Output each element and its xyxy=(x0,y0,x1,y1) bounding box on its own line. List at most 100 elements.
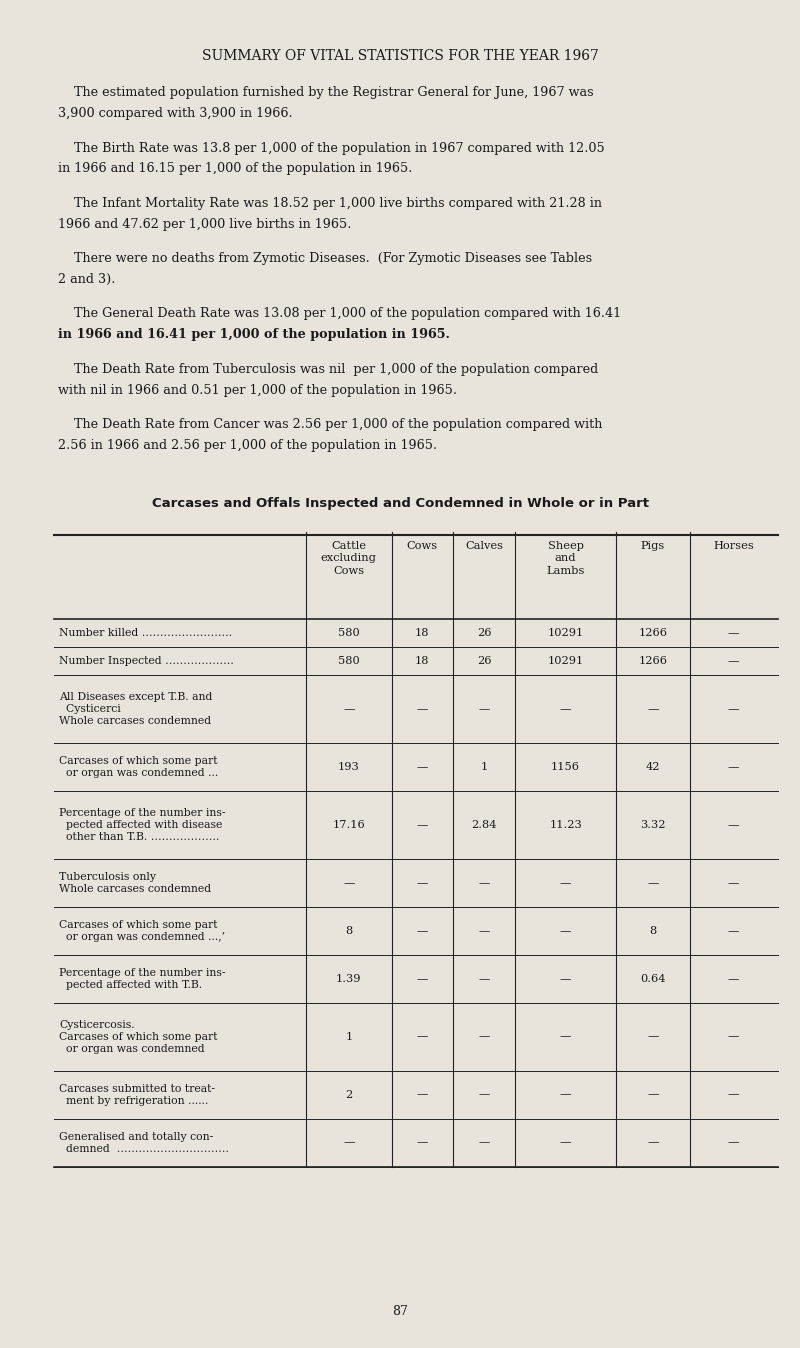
Text: 2: 2 xyxy=(345,1089,353,1100)
Text: 580: 580 xyxy=(338,628,360,638)
Text: —: — xyxy=(728,655,739,666)
Text: 10291: 10291 xyxy=(547,628,584,638)
Text: The estimated population furnished by the Registrar General for June, 1967 was: The estimated population furnished by th… xyxy=(58,86,594,100)
Text: Pigs: Pigs xyxy=(641,541,665,550)
Text: Tuberculosis only
Whole carcases condemned: Tuberculosis only Whole carcases condemn… xyxy=(59,872,211,894)
Text: —: — xyxy=(560,704,571,714)
Text: —: — xyxy=(728,1089,739,1100)
Text: 580: 580 xyxy=(338,655,360,666)
Text: —: — xyxy=(478,704,490,714)
Text: Cows: Cows xyxy=(407,541,438,550)
Text: Horses: Horses xyxy=(714,541,754,550)
Text: 2 and 3).: 2 and 3). xyxy=(58,272,115,286)
Text: —: — xyxy=(728,762,739,772)
Text: SUMMARY OF VITAL STATISTICS FOR THE YEAR 1967: SUMMARY OF VITAL STATISTICS FOR THE YEAR… xyxy=(202,49,598,62)
Text: —: — xyxy=(417,973,428,984)
Text: Generalised and totally con-
  demned  ………………………….: Generalised and totally con- demned …………… xyxy=(59,1131,229,1154)
Text: Calves: Calves xyxy=(465,541,503,550)
Text: —: — xyxy=(647,1089,658,1100)
Text: 18: 18 xyxy=(415,655,430,666)
Text: —: — xyxy=(560,926,571,936)
Text: 8: 8 xyxy=(345,926,353,936)
Text: —: — xyxy=(478,973,490,984)
Text: —: — xyxy=(417,1089,428,1100)
Text: The Infant Mortality Rate was 18.52 per 1,000 live births compared with 21.28 in: The Infant Mortality Rate was 18.52 per … xyxy=(58,197,602,210)
Text: —: — xyxy=(560,1089,571,1100)
Text: Percentage of the number ins-
  pected affected with T.B.: Percentage of the number ins- pected aff… xyxy=(59,968,226,989)
Text: 42: 42 xyxy=(646,762,660,772)
Text: —: — xyxy=(417,762,428,772)
Text: —: — xyxy=(728,628,739,638)
Text: —: — xyxy=(417,820,428,830)
Text: Number Inspected ……………….: Number Inspected ………………. xyxy=(59,655,234,666)
Text: —: — xyxy=(647,1138,658,1147)
Text: Percentage of the number ins-
  pected affected with disease
  other than T.B. …: Percentage of the number ins- pected aff… xyxy=(59,807,226,841)
Text: —: — xyxy=(417,1031,428,1042)
Text: 193: 193 xyxy=(338,762,360,772)
Text: —: — xyxy=(343,1138,354,1147)
Text: —: — xyxy=(728,878,739,888)
Text: 2.84: 2.84 xyxy=(471,820,497,830)
Text: —: — xyxy=(417,1138,428,1147)
Text: —: — xyxy=(728,973,739,984)
Text: —: — xyxy=(343,704,354,714)
Text: —: — xyxy=(417,704,428,714)
Text: —: — xyxy=(560,1031,571,1042)
Text: —: — xyxy=(478,1031,490,1042)
Text: 1: 1 xyxy=(480,762,488,772)
Text: with nil in 1966 and 0.51 per 1,000 of the population in 1965.: with nil in 1966 and 0.51 per 1,000 of t… xyxy=(58,383,457,396)
Text: —: — xyxy=(728,820,739,830)
Text: 1156: 1156 xyxy=(551,762,580,772)
Text: All Diseases except T.B. and
  Cysticerci
Whole carcases condemned: All Diseases except T.B. and Cysticerci … xyxy=(59,692,213,725)
Text: —: — xyxy=(478,926,490,936)
Text: 0.64: 0.64 xyxy=(640,973,666,984)
Text: —: — xyxy=(478,1089,490,1100)
Text: —: — xyxy=(728,1031,739,1042)
Text: Cysticercosis.
Carcases of which some part
  or organ was condemned: Cysticercosis. Carcases of which some pa… xyxy=(59,1019,218,1054)
Text: —: — xyxy=(478,878,490,888)
Text: The Death Rate from Tuberculosis was nil  per 1,000 of the population compared: The Death Rate from Tuberculosis was nil… xyxy=(58,363,598,376)
Text: 17.16: 17.16 xyxy=(333,820,365,830)
Text: Carcases of which some part
  or organ was condemned ...: Carcases of which some part or organ was… xyxy=(59,756,218,778)
Text: —: — xyxy=(647,878,658,888)
Text: —: — xyxy=(417,878,428,888)
Text: —: — xyxy=(560,973,571,984)
Text: 10291: 10291 xyxy=(547,655,584,666)
Text: in 1966 and 16.41 per 1,000 of the population in 1965.: in 1966 and 16.41 per 1,000 of the popul… xyxy=(58,328,450,341)
Text: —: — xyxy=(417,926,428,936)
Text: 3.32: 3.32 xyxy=(640,820,666,830)
Text: 11.23: 11.23 xyxy=(550,820,582,830)
Text: Sheep
and
Lambs: Sheep and Lambs xyxy=(546,541,585,576)
Text: There were no deaths from Zymotic Diseases.  (For Zymotic Diseases see Tables: There were no deaths from Zymotic Diseas… xyxy=(58,252,592,266)
Text: 1966 and 47.62 per 1,000 live births in 1965.: 1966 and 47.62 per 1,000 live births in … xyxy=(58,217,351,231)
Text: Carcases of which some part
  or organ was condemned ...,’: Carcases of which some part or organ was… xyxy=(59,919,226,942)
Text: 26: 26 xyxy=(477,628,491,638)
Text: —: — xyxy=(560,1138,571,1147)
Text: 87: 87 xyxy=(392,1305,408,1318)
Text: The Birth Rate was 13.8 per 1,000 of the population in 1967 compared with 12.05: The Birth Rate was 13.8 per 1,000 of the… xyxy=(58,142,604,155)
Text: 1266: 1266 xyxy=(638,628,667,638)
Text: —: — xyxy=(343,878,354,888)
Text: 18: 18 xyxy=(415,628,430,638)
Text: in 1966 and 16.15 per 1,000 of the population in 1965.: in 1966 and 16.15 per 1,000 of the popul… xyxy=(58,162,412,175)
Text: 3,900 compared with 3,900 in 1966.: 3,900 compared with 3,900 in 1966. xyxy=(58,106,292,120)
Text: Carcases submitted to treat-
  ment by refrigeration ......: Carcases submitted to treat- ment by ref… xyxy=(59,1084,215,1105)
Text: Cattle
excluding
Cows: Cattle excluding Cows xyxy=(321,541,377,576)
Text: —: — xyxy=(728,1138,739,1147)
Text: The Death Rate from Cancer was 2.56 per 1,000 of the population compared with: The Death Rate from Cancer was 2.56 per … xyxy=(58,418,602,431)
Text: —: — xyxy=(647,704,658,714)
Text: 1.39: 1.39 xyxy=(336,973,362,984)
Text: 1: 1 xyxy=(345,1031,353,1042)
Text: 26: 26 xyxy=(477,655,491,666)
Text: 8: 8 xyxy=(649,926,657,936)
Text: The General Death Rate was 13.08 per 1,000 of the population compared with 16.41: The General Death Rate was 13.08 per 1,0… xyxy=(58,307,621,321)
Text: —: — xyxy=(728,704,739,714)
Text: —: — xyxy=(560,878,571,888)
Text: 2.56 in 1966 and 2.56 per 1,000 of the population in 1965.: 2.56 in 1966 and 2.56 per 1,000 of the p… xyxy=(58,438,437,452)
Text: Number killed …………………….: Number killed ……………………. xyxy=(59,628,232,638)
Text: —: — xyxy=(728,926,739,936)
Text: —: — xyxy=(478,1138,490,1147)
Text: 1266: 1266 xyxy=(638,655,667,666)
Text: —: — xyxy=(647,1031,658,1042)
Text: Carcases and Offals Inspected and Condemned in Whole or in Part: Carcases and Offals Inspected and Condem… xyxy=(151,497,649,511)
